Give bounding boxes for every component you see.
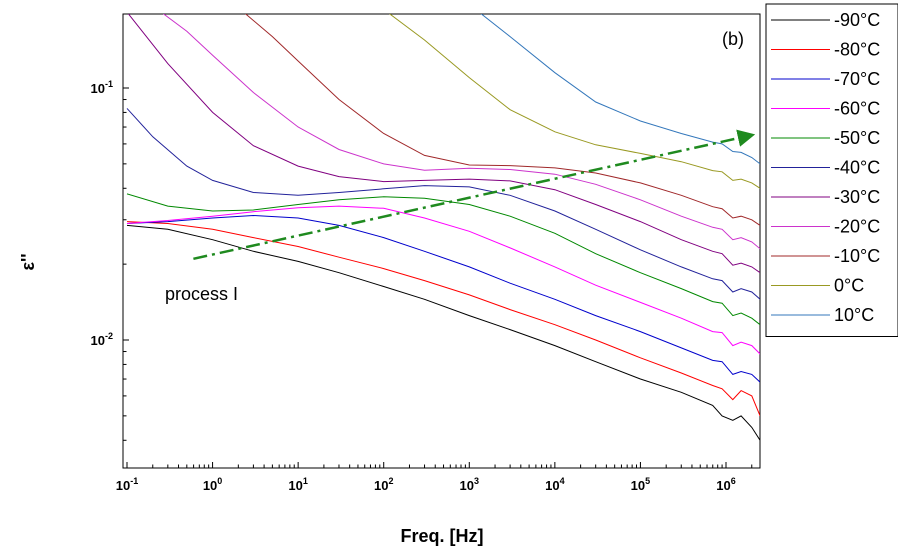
x-tick-label: 101 — [288, 476, 307, 493]
series-line-2 — [126, 214, 760, 383]
x-tick-label: 103 — [460, 476, 479, 493]
series-line-4 — [126, 193, 760, 326]
legend-label: -10°C — [834, 246, 880, 266]
x-tick-label: 102 — [374, 476, 393, 493]
x-tick-label: 104 — [545, 476, 564, 493]
legend-label: -90°C — [834, 10, 880, 30]
series-lines — [126, 14, 760, 441]
legend-label: -40°C — [834, 158, 880, 178]
series-line-10 — [480, 14, 760, 165]
legend-label: 0°C — [834, 276, 864, 296]
series-line-8 — [244, 14, 760, 226]
series-line-7 — [162, 14, 760, 250]
legend-label: -80°C — [834, 40, 880, 60]
panel-label: (b) — [722, 29, 744, 49]
series-line-6 — [127, 14, 760, 274]
series-line-3 — [126, 205, 760, 355]
x-tick-label: 105 — [631, 476, 650, 493]
annotation: process I — [165, 129, 756, 304]
x-axis-ticks: 10-1 100 101 102 103 104 105 106 — [116, 462, 753, 493]
y-axis-ticks: 10-1 10-2 — [91, 79, 129, 441]
y-axis-title: ε'' — [18, 253, 38, 270]
legend-label: 10°C — [834, 305, 874, 325]
series-line-5 — [126, 108, 760, 300]
x-axis-title: Freq. [Hz] — [401, 526, 484, 546]
legend-label: -70°C — [834, 69, 880, 89]
plot-area — [122, 13, 761, 469]
y-tick-label: 10-2 — [91, 331, 113, 348]
legend-label: -30°C — [834, 187, 880, 207]
legend-box — [765, 3, 898, 337]
y-tick-label: 10-1 — [91, 79, 113, 96]
annotation-label: process I — [165, 284, 238, 304]
legend-label: -60°C — [834, 99, 880, 119]
legend-label: -50°C — [834, 128, 880, 148]
series-line-0 — [126, 224, 760, 441]
series-line-9 — [389, 14, 760, 189]
legend: -90°C -80°C -70°C -60°C -50°C -40°C -30°C -20°C… — [765, 3, 898, 337]
x-tick-label: 10-1 — [116, 476, 138, 493]
legend-label: -20°C — [834, 217, 880, 237]
series-line-1 — [126, 221, 760, 417]
x-tick-label: 100 — [203, 476, 222, 493]
x-tick-label: 106 — [716, 476, 735, 493]
